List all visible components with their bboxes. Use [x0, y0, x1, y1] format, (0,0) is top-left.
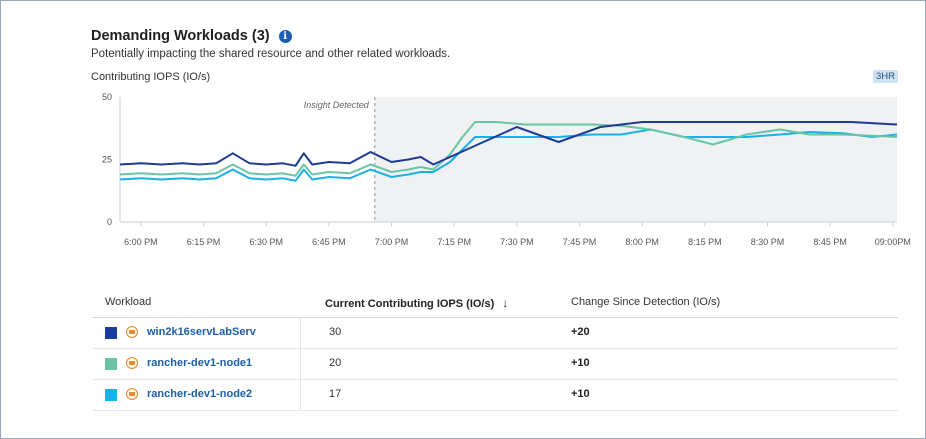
workload-icon	[126, 326, 138, 338]
y-tick-label: 50	[102, 92, 112, 102]
column-header-change: Change Since Detection (IO/s)	[571, 296, 721, 308]
table-row: rancher-dev1-node2 17 +10	[92, 380, 898, 411]
change-value: +10	[571, 357, 590, 369]
time-range-badge[interactable]: 3HR	[873, 70, 899, 83]
workload-cell: win2k16servLabServ	[92, 318, 301, 348]
insight-detected-label: Insight Detected	[304, 100, 370, 110]
page-title: Demanding Workloads (3)	[91, 28, 270, 44]
workload-link[interactable]: win2k16servLabServ	[147, 326, 256, 338]
series-color-swatch	[105, 358, 117, 370]
workload-table: Workload Current Contributing IOPS (IO/s…	[92, 289, 898, 411]
x-tick-label: 6:45 PM	[312, 237, 346, 247]
x-tick-label: 8:15 PM	[688, 237, 722, 247]
current-iops-value: 20	[329, 357, 342, 369]
x-tick-label: 7:30 PM	[500, 237, 534, 247]
y-tick-label: 25	[102, 155, 112, 165]
page-subtitle: Potentially impacting the shared resourc…	[91, 48, 451, 60]
iops-line-chart: 0 25 50 6:00 PM 6:15 PM 6:30 PM 6:45 PM 7:00 PM…	[102, 92, 911, 247]
x-tick-label: 6:30 PM	[249, 237, 283, 247]
workload-cell: rancher-dev1-node2	[92, 380, 301, 410]
column-header-workload: Workload	[105, 296, 152, 308]
change-value: +20	[571, 326, 590, 338]
x-tick-label: 7:00 PM	[375, 237, 409, 247]
x-tick-label: 09:00PM	[875, 237, 911, 247]
workload-icon	[126, 357, 138, 369]
series-line-rancher-dev1-node1	[119, 121, 898, 177]
series-line-win2k16servLabServ	[119, 121, 898, 167]
table-row: win2k16servLabServ 30 +20	[92, 318, 898, 349]
title-row: Demanding Workloads (3) i	[91, 28, 292, 44]
sort-down-icon[interactable]: ↓	[502, 296, 509, 310]
x-tick-label: 7:15 PM	[437, 237, 471, 247]
post-insight-region	[374, 97, 897, 222]
x-tick-label: 7:45 PM	[563, 237, 597, 247]
current-iops-value: 17	[329, 388, 342, 400]
info-icon[interactable]: i	[278, 29, 292, 43]
series-color-swatch	[105, 327, 117, 339]
x-tick-label: 8:00 PM	[625, 237, 659, 247]
x-tick-label: 6:15 PM	[187, 237, 221, 247]
y-tick-label: 0	[107, 217, 112, 227]
x-tick-label: 8:30 PM	[751, 237, 785, 247]
column-header-current-iops[interactable]: Current Contributing IOPS (IO/s) ↓	[325, 296, 508, 310]
workload-icon	[126, 388, 138, 400]
series-line-rancher-dev1-node2	[119, 128, 898, 182]
table-header: Workload Current Contributing IOPS (IO/s…	[92, 289, 898, 318]
table-row: rancher-dev1-node1 20 +10	[92, 349, 898, 380]
column-header-label: Current Contributing IOPS (IO/s)	[325, 298, 495, 310]
current-iops-value: 30	[329, 326, 342, 338]
workload-cell: rancher-dev1-node1	[92, 349, 301, 379]
chart-label: Contributing IOPS (IO/s)	[91, 71, 211, 83]
x-tick-label: 6:00 PM	[124, 237, 158, 247]
workload-link[interactable]: rancher-dev1-node1	[147, 357, 253, 369]
x-tick-label: 8:45 PM	[813, 237, 847, 247]
workload-link[interactable]: rancher-dev1-node2	[147, 388, 253, 400]
change-value: +10	[571, 388, 590, 400]
series-color-swatch	[105, 389, 117, 401]
